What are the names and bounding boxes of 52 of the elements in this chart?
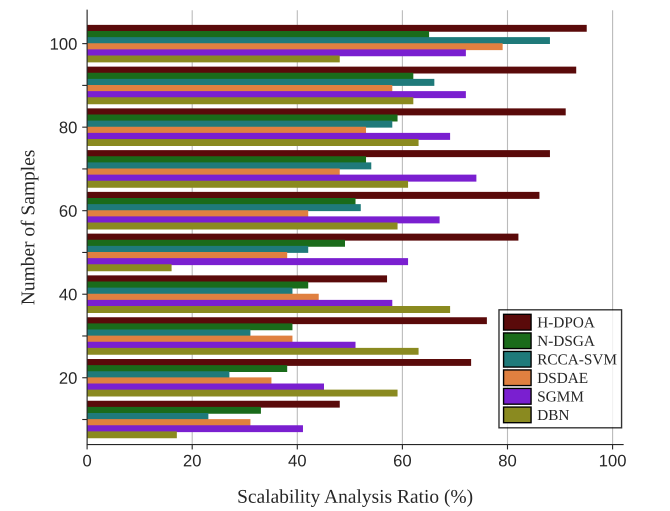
bar (87, 222, 398, 230)
x-tick-label: 40 (288, 454, 306, 467)
x-axis-title: Scalability Analysis Ratio (%) (238, 489, 472, 507)
bar (87, 264, 172, 272)
bar (87, 174, 476, 182)
bar (87, 66, 576, 74)
bar (87, 317, 487, 324)
bar (87, 150, 550, 158)
bar (87, 306, 450, 314)
bar (87, 138, 419, 146)
bar (87, 97, 414, 104)
bar (87, 108, 566, 116)
bar (87, 348, 419, 355)
x-tick-label: 0 (83, 454, 92, 467)
x-tick-label: 60 (394, 454, 412, 467)
bar (87, 406, 261, 414)
y-tick-label: 20 (60, 372, 77, 384)
legend-label: H-DPOA (538, 317, 595, 328)
bar (87, 358, 472, 366)
y-tick-label: 100 (50, 38, 77, 50)
y-tick-label: 40 (59, 288, 77, 300)
bar (87, 204, 361, 212)
bar (87, 371, 230, 378)
bar (87, 180, 408, 188)
bar (87, 431, 177, 438)
bar (87, 390, 398, 397)
legend-label: SGMM (538, 391, 584, 402)
y-tick-label: 80 (60, 122, 77, 134)
bar (87, 400, 340, 408)
bar (87, 365, 288, 372)
y-tick-label: 60 (60, 205, 77, 217)
legend-label: DSDAE (538, 372, 588, 384)
y-axis-title: Number of Samples (20, 150, 38, 305)
bar (87, 425, 303, 432)
bar (87, 43, 503, 50)
bar (87, 275, 388, 282)
legend-label: N-DSGA (538, 336, 595, 346)
bar (87, 258, 408, 266)
bar (87, 24, 587, 32)
legend-label: DBN (538, 410, 570, 420)
x-tick-label: 100 (600, 454, 626, 467)
bar (87, 342, 356, 349)
x-tick-label: 80 (498, 454, 516, 467)
bar (87, 55, 340, 62)
bar (87, 234, 518, 241)
bar (87, 126, 366, 134)
bar (87, 192, 540, 199)
legend-label: RCCA-SVM (538, 354, 617, 365)
bar (87, 72, 414, 80)
bar (87, 49, 466, 56)
x-tick-label: 20 (184, 454, 201, 467)
bar (87, 288, 292, 295)
